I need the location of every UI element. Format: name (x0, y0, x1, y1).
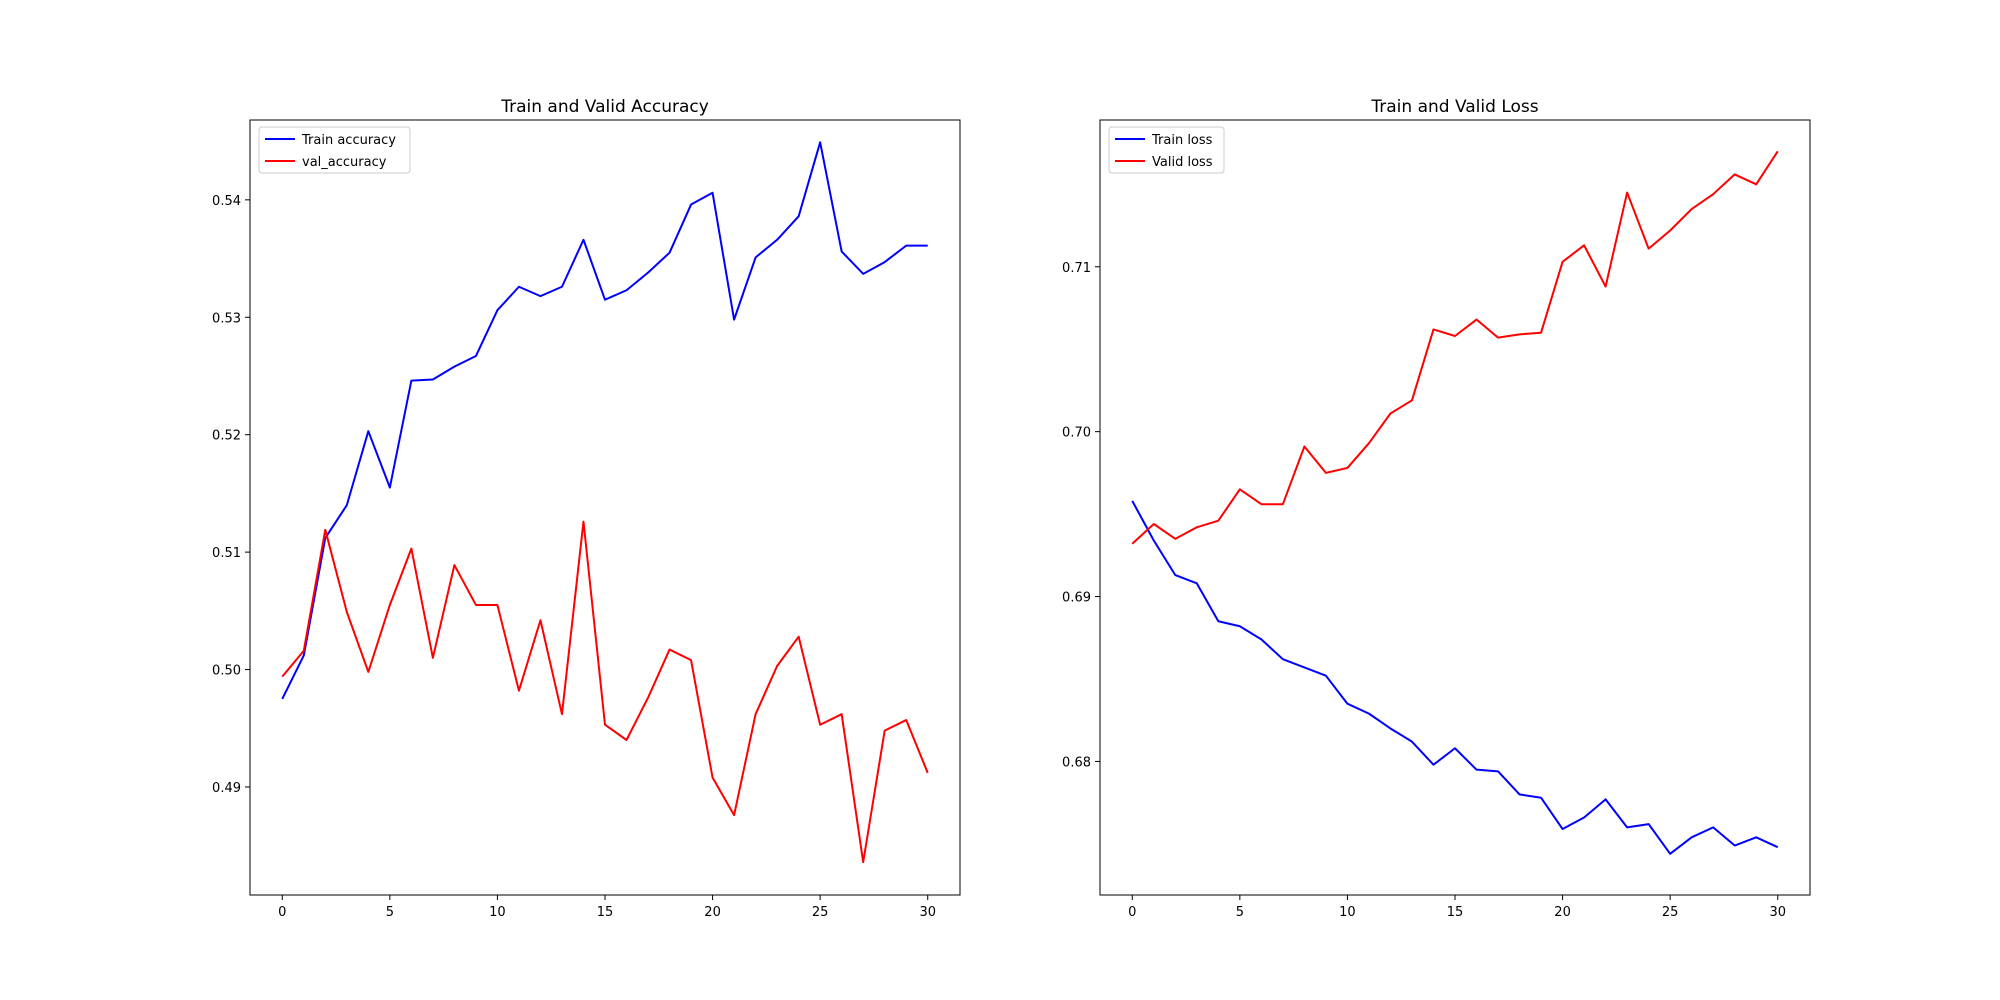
accuracy-y-ticks: 0.49 0.50 0.51 0.52 0.53 0.54 (212, 194, 250, 796)
series-line-val-accuracy (281, 520, 929, 864)
accuracy-y-tick-label: 0.53 (212, 311, 241, 326)
accuracy-y-tick-label: 0.54 (212, 194, 241, 209)
loss-series-lines (1131, 150, 1779, 855)
accuracy-y-tick-label: 0.52 (212, 429, 241, 444)
loss-x-ticks: 0 5 10 15 20 25 30 (1128, 895, 1786, 920)
accuracy-y-tick-label: 0.50 (212, 664, 241, 679)
loss-chart-title: Train and Valid Loss (1370, 97, 1538, 117)
loss-x-tick-label: 15 (1447, 905, 1464, 920)
accuracy-x-tick-label: 30 (919, 905, 936, 920)
loss-x-tick-label: 30 (1769, 905, 1786, 920)
accuracy-x-tick-label: 0 (278, 905, 286, 920)
accuracy-x-tick-label: 5 (386, 905, 394, 920)
accuracy-series-lines (281, 141, 929, 864)
loss-x-tick-label: 20 (1554, 905, 1571, 920)
accuracy-y-tick-label: 0.49 (212, 781, 241, 796)
accuracy-x-tick-label: 25 (812, 905, 829, 920)
accuracy-legend-box (258, 126, 411, 174)
loss-y-tick-label: 0.71 (1062, 261, 1091, 276)
accuracy-chart-title: Train and Valid Accuracy (500, 97, 709, 117)
loss-x-tick-label: 10 (1339, 905, 1356, 920)
loss-legend: Train loss Valid loss (1108, 126, 1225, 174)
series-line-train-accuracy (281, 141, 928, 700)
legend-label-val-accuracy: val_accuracy (302, 155, 387, 170)
loss-x-tick-label: 0 (1128, 905, 1136, 920)
legend-label-train-loss: Train loss (1151, 133, 1213, 148)
legend-label-train-accuracy: Train accuracy (301, 133, 396, 148)
accuracy-legend: Train accuracy val_accuracy (258, 126, 411, 174)
accuracy-chart: Train and Valid Accuracy 0 5 10 15 20 25 30 0.… (212, 97, 961, 920)
accuracy-x-ticks: 0 5 10 15 20 25 30 (278, 895, 936, 920)
loss-x-tick-label: 25 (1662, 905, 1679, 920)
loss-y-tick-label: 0.68 (1062, 755, 1091, 770)
loss-y-ticks: 0.68 0.69 0.70 0.71 (1062, 261, 1100, 770)
accuracy-x-tick-label: 15 (597, 905, 614, 920)
accuracy-y-tick-label: 0.51 (212, 546, 241, 561)
accuracy-x-tick-label: 10 (489, 905, 506, 920)
loss-chart: Train and Valid Loss 0 5 10 15 20 25 30 0.680.… (1062, 97, 1811, 920)
loss-x-tick-label: 5 (1236, 905, 1244, 920)
series-line-train-loss (1131, 500, 1779, 855)
series-line-valid-loss (1131, 150, 1779, 545)
loss-y-tick-label: 0.69 (1062, 591, 1091, 606)
accuracy-x-tick-label: 20 (704, 905, 721, 920)
legend-label-valid-loss: Valid loss (1152, 155, 1213, 170)
loss-y-tick-label: 0.70 (1062, 426, 1091, 441)
